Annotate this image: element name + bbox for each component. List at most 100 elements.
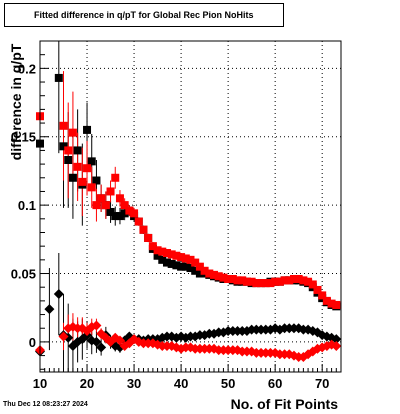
data-point-square [111, 173, 120, 182]
data-point-square [191, 266, 200, 275]
tick-layer: 10 20 30 40 50 60 70 0 0.05 0.1 0.15 0.2 [11, 40, 342, 391]
x-tick-label: 70 [315, 376, 329, 391]
data-point-square [101, 201, 110, 210]
data-point-square [327, 299, 336, 308]
data-point-square [92, 201, 101, 210]
y-tick-label: 0.1 [18, 198, 36, 213]
data-point-square [54, 73, 63, 82]
data-point-square [242, 277, 251, 286]
data-point-square [92, 176, 101, 185]
data-point-square [158, 255, 167, 264]
data-point-square [167, 259, 176, 268]
plot-frame [39, 40, 342, 373]
data-point-square [318, 291, 327, 300]
data-point-square [162, 249, 171, 258]
data-point-square [289, 274, 298, 283]
data-point-square [195, 269, 204, 278]
grid-layer [39, 41, 341, 372]
data-point-square [87, 183, 96, 192]
data-point-square [191, 258, 200, 267]
data-point-square [59, 121, 68, 130]
data-point-square [172, 261, 181, 270]
data-point-square [148, 242, 157, 251]
x-tick-label: 30 [127, 376, 141, 391]
data-point-square [78, 177, 87, 186]
x-tick-label: 40 [174, 376, 188, 391]
data-point-square [261, 279, 270, 288]
data-point-square [177, 253, 186, 262]
y-tick-label: 0 [29, 335, 36, 350]
x-axis-title: No. of Fit Points [230, 396, 338, 412]
x-tick-label: 10 [33, 376, 47, 391]
data-point-square [73, 162, 82, 171]
data-point-diamond [331, 341, 342, 352]
data-point-square [97, 194, 106, 203]
data-point-square [83, 164, 92, 173]
data-point-diamond [96, 342, 107, 353]
data-point-square [158, 247, 167, 256]
data-point-square [134, 217, 143, 226]
data-point-square [83, 125, 92, 134]
data-point-square [181, 262, 190, 271]
data-point-square [130, 209, 139, 218]
data-point-square [280, 276, 289, 285]
x-tick-label: 50 [221, 376, 235, 391]
data-point-square [115, 194, 124, 203]
data-point-square [87, 157, 96, 166]
chart-title: Fitted difference in q/pT for Global Rec… [4, 3, 284, 27]
data-point-square [238, 276, 247, 285]
data-point-square [275, 277, 284, 286]
date-stamp: Thu Dec 12 08:23:27 2024 [3, 401, 88, 408]
data-point-square [200, 266, 209, 275]
data-point-square [228, 274, 237, 283]
data-point-square [210, 270, 219, 279]
error-bar-layer [39, 41, 337, 372]
data-point-square [322, 296, 331, 305]
data-point-diamond [44, 304, 55, 315]
data-point-square [219, 273, 228, 282]
data-point-square [177, 262, 186, 271]
data-point-square [68, 173, 77, 182]
data-point-diamond [58, 331, 69, 342]
data-point-square [266, 279, 275, 288]
data-point-square [64, 155, 73, 164]
data-point-square [186, 255, 195, 264]
data-point-square [59, 142, 68, 151]
data-point-square [153, 246, 162, 255]
data-point-square [106, 187, 115, 196]
data-point-square [106, 207, 115, 216]
y-axis-title: difference in q/pT [8, 43, 24, 161]
data-point-square [162, 258, 171, 267]
data-point-square [308, 280, 317, 289]
data-point-square [304, 277, 313, 286]
data-point-square [120, 201, 129, 210]
data-point-square [186, 264, 195, 273]
data-point-square [120, 209, 129, 218]
data-point-diamond [114, 335, 125, 346]
data-point-square [64, 146, 73, 155]
data-point-square [68, 128, 77, 137]
data-point-square [167, 250, 176, 259]
y-tick-label: 0.15 [11, 130, 36, 145]
data-point-square [172, 251, 181, 260]
data-point-square [139, 225, 148, 234]
data-point-diamond [331, 334, 342, 345]
marker-layer [35, 73, 342, 362]
data-point-square [247, 277, 256, 286]
data-point-square [252, 279, 261, 288]
data-point-square [285, 276, 294, 285]
data-point-square [111, 212, 120, 221]
data-point-diamond [91, 320, 102, 331]
data-point-square [294, 274, 303, 283]
data-point-square [181, 254, 190, 263]
data-point-square [195, 262, 204, 271]
data-point-square [115, 212, 124, 221]
data-point-square [73, 146, 82, 155]
x-tick-label: 60 [268, 376, 282, 391]
data-point-square [299, 276, 308, 285]
data-point-square [332, 300, 341, 309]
data-point-diamond [91, 336, 102, 347]
x-tick-label: 20 [80, 376, 94, 391]
data-point-square [144, 233, 153, 242]
